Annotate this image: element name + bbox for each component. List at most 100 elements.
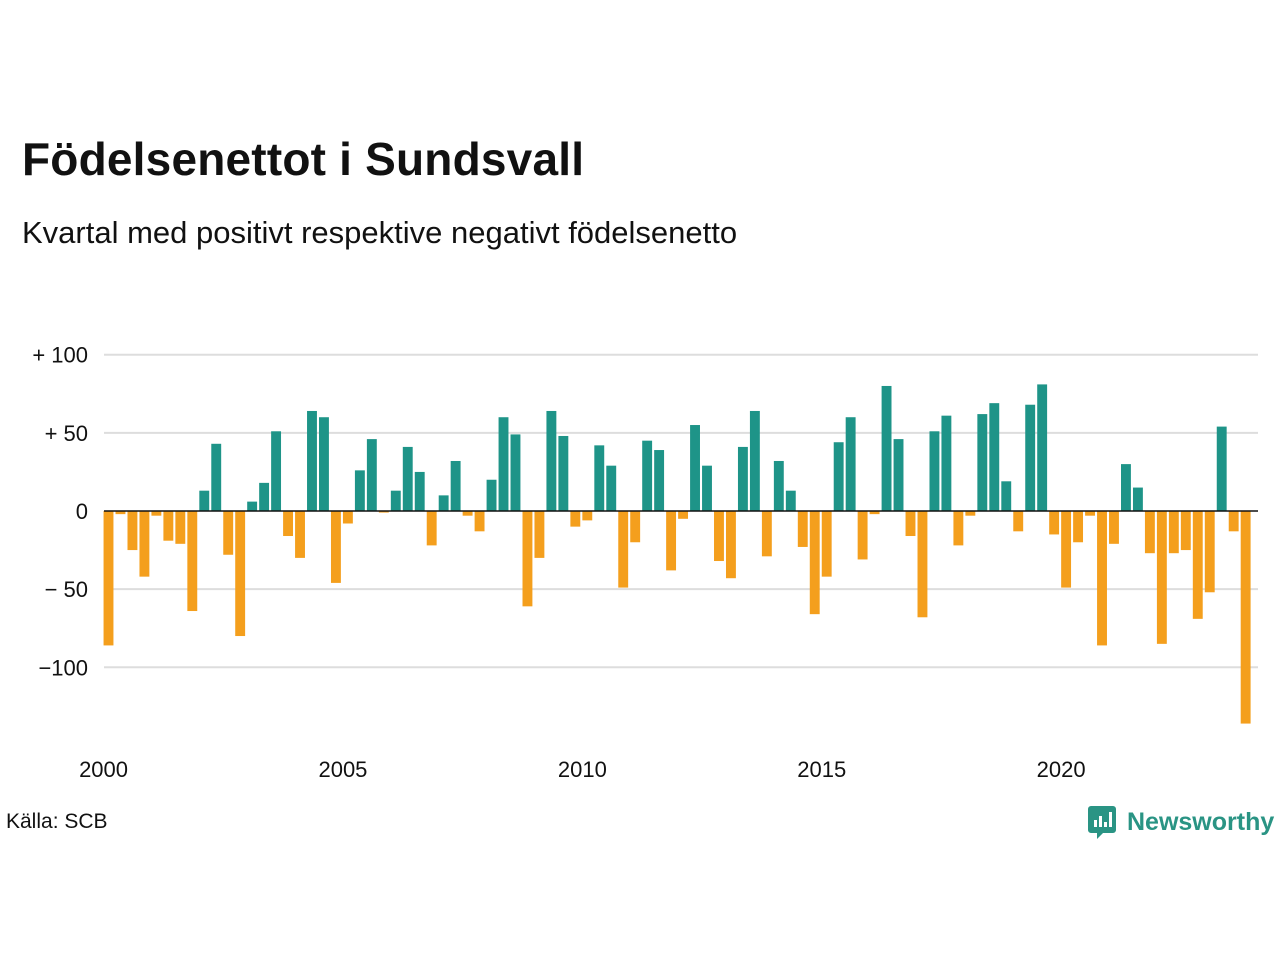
bar-2003K4 — [283, 511, 293, 537]
bar-2017K1 — [917, 511, 928, 618]
bars — [103, 384, 1251, 724]
bar-2001K3 — [175, 511, 186, 544]
bar-2017K3 — [941, 415, 952, 511]
bar-2004K1 — [295, 511, 305, 558]
bar-2021K3 — [1132, 487, 1143, 512]
bar-2009K2 — [546, 410, 557, 511]
bar-2004K4 — [330, 511, 341, 583]
bar-2021K1 — [1109, 511, 1119, 544]
bar-2006K1 — [390, 490, 401, 511]
bar-2017K2 — [929, 431, 940, 511]
bar-2019K1 — [1013, 511, 1024, 532]
bar-2002K3 — [223, 511, 234, 555]
bar-2019K2 — [1025, 404, 1036, 511]
bar-2015K2 — [833, 442, 844, 511]
bar-2011K1 — [630, 511, 641, 543]
bar-2013K4 — [761, 511, 772, 557]
bar-chart: + 100 + 50 0 − 50 −100 2000 2005 2010 2015 2020 — [32, 343, 1258, 782]
bar-2009K4 — [570, 511, 581, 527]
x-tick-label: 2010 — [558, 757, 607, 782]
bar-2015K4 — [857, 511, 868, 560]
bar-2001K1 — [151, 511, 162, 516]
x-tick-label: 2015 — [797, 757, 846, 782]
y-tick-label: −100 — [38, 655, 88, 680]
bar-2000K1 — [103, 511, 114, 646]
bar-2000K2 — [115, 511, 126, 515]
bar-2013K2 — [737, 446, 748, 511]
bar-2012K1 — [678, 511, 689, 519]
bar-2003K2 — [259, 482, 270, 511]
bar-2003K3 — [271, 431, 282, 511]
bar-2016K3 — [893, 439, 904, 511]
bar-2022K1 — [1156, 511, 1167, 644]
bar-2016K1 — [869, 511, 880, 515]
bar-2010K3 — [606, 465, 617, 511]
y-tick-label: + 50 — [45, 421, 88, 446]
bar-2011K4 — [666, 511, 677, 571]
bar-2002K2 — [211, 443, 222, 511]
bar-2010K1 — [582, 511, 593, 521]
brand-logo: Newsworthy — [1088, 804, 1274, 840]
bar-2001K4 — [187, 511, 198, 612]
bar-2018K2 — [977, 414, 988, 511]
y-axis-ticks: + 100 + 50 0 − 50 −100 — [32, 343, 88, 681]
y-tick-label: 0 — [76, 499, 88, 524]
bar-2021K4 — [1144, 511, 1155, 554]
bar-2002K1 — [199, 490, 210, 511]
grid-lines — [104, 353, 1258, 669]
bar-2011K3 — [654, 450, 665, 511]
x-tick-label: 2005 — [318, 757, 367, 782]
bar-2022K4 — [1192, 511, 1203, 619]
bar-2014K4 — [809, 511, 820, 615]
bar-2000K3 — [127, 511, 138, 551]
chart-title: Födelsenettot i Sundsvall — [22, 133, 585, 185]
bar-2023K1 — [1204, 511, 1215, 593]
bar-2020K2 — [1073, 511, 1084, 543]
bar-2023K4 — [1240, 511, 1251, 724]
bar-2010K2 — [594, 445, 605, 511]
bar-2003K1 — [247, 501, 258, 511]
bar-2013K1 — [725, 511, 736, 579]
bar-2013K3 — [749, 410, 760, 511]
bar-2000K4 — [139, 511, 150, 577]
bar-2007K2 — [450, 460, 461, 511]
bar-2010K4 — [618, 511, 629, 588]
bar-2011K2 — [642, 440, 653, 511]
bar-2020K3 — [1085, 511, 1095, 516]
bar-2012K4 — [714, 511, 724, 562]
bar-2016K2 — [881, 385, 892, 511]
bar-2014K2 — [785, 490, 796, 511]
bar-2012K2 — [690, 425, 700, 511]
bar-2004K3 — [319, 417, 329, 511]
bar-2006K4 — [426, 511, 437, 546]
bar-2019K4 — [1049, 511, 1060, 535]
bar-2006K2 — [402, 446, 413, 511]
bar-2018K1 — [965, 511, 976, 516]
bar-2001K2 — [163, 511, 174, 541]
bar-2008K1 — [486, 479, 497, 511]
bar-2005K2 — [354, 470, 365, 511]
bar-2015K3 — [845, 417, 856, 511]
bar-2005K3 — [366, 439, 377, 511]
bar-2007K4 — [474, 511, 485, 532]
x-tick-label: 2020 — [1037, 757, 1086, 782]
source-note: Källa: SCB — [6, 810, 108, 833]
bar-2019K3 — [1037, 384, 1048, 511]
y-tick-label: + 100 — [32, 343, 88, 368]
brand-name: Newsworthy — [1127, 807, 1275, 836]
newsworthy-logo-icon — [1088, 806, 1116, 839]
bar-2017K4 — [953, 511, 964, 546]
bar-2008K3 — [510, 434, 521, 511]
bar-2008K2 — [498, 417, 509, 511]
chart-subtitle: Kvartal med positivt respektive negativt… — [22, 215, 738, 250]
bar-2005K4 — [378, 511, 389, 513]
bar-2022K3 — [1180, 511, 1191, 551]
bar-2009K3 — [558, 435, 569, 511]
bar-2023K2 — [1216, 426, 1227, 511]
bar-2016K4 — [905, 511, 916, 537]
bar-2009K1 — [534, 511, 545, 558]
y-tick-label: − 50 — [45, 577, 88, 602]
bar-2005K1 — [342, 511, 353, 524]
bar-2007K1 — [438, 495, 449, 511]
x-tick-label: 2000 — [79, 757, 128, 782]
